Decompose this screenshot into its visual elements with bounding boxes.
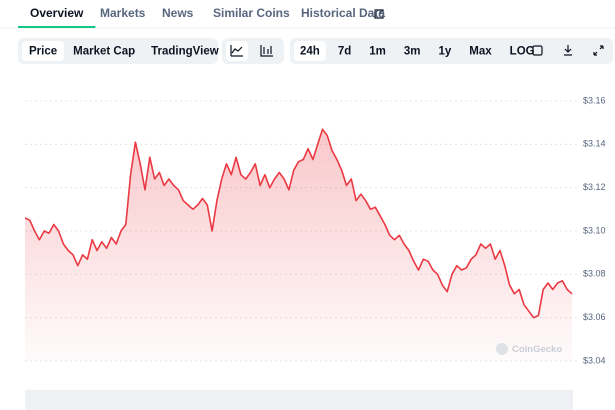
watermark: CoinGecko [512,344,562,355]
active-tab-underline [18,26,96,28]
price-area [25,129,572,361]
range-group [290,38,613,64]
watermark-logo [496,343,508,355]
external-link-icon [374,9,384,19]
tab[interactable]: Markets [100,6,146,20]
mode-button[interactable] [22,41,65,61]
range-label: 1m [369,46,386,58]
mode-label: TradingView [151,46,219,58]
range-label: Max [469,46,492,58]
download-icon[interactable] [564,45,572,56]
y-tick-label: $3.12 [583,182,606,192]
range-label: 7d [338,46,351,58]
y-tick-label: $3.16 [583,95,606,105]
y-tick-label: $3.14 [583,139,606,149]
price-line [24,128,573,319]
mode-group [18,38,218,64]
range-label: LOG [510,46,535,58]
range-label: 3m [404,46,421,58]
tab[interactable]: Historical Data [301,6,385,20]
range-label: 1y [439,46,452,58]
y-tick-label: $3.04 [583,355,606,365]
y-tick-label: $3.08 [583,269,606,279]
volume-strip [25,390,573,410]
tab[interactable]: Similar Coins [213,6,290,20]
line-chart-icon[interactable] [230,45,243,57]
range-button[interactable] [294,41,326,61]
tab[interactable]: Overview [30,6,84,20]
mode-label: Price [29,46,57,58]
calendar-icon[interactable] [532,45,543,56]
mode-label: Market Cap [73,46,135,58]
y-tick-label: $3.06 [583,312,606,322]
y-tick-label: $3.10 [583,225,606,235]
expand-icon[interactable] [593,45,604,56]
range-label: 24h [300,46,320,58]
icons [226,9,604,61]
tab[interactable]: News [162,6,194,20]
candle-icon[interactable] [260,45,273,57]
